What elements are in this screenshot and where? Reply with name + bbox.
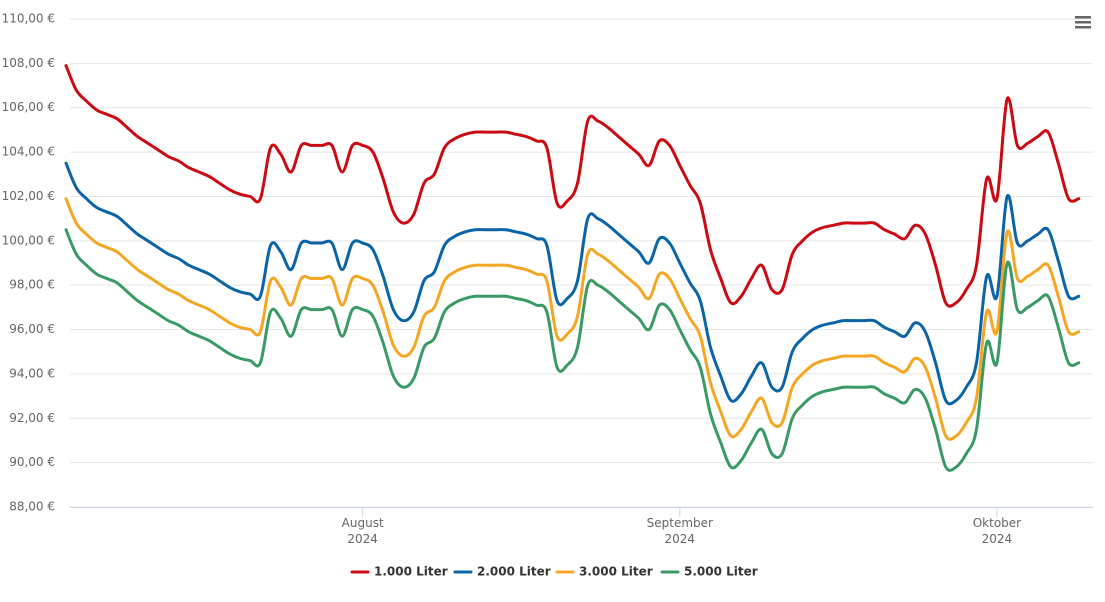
x-tick-label: September 2024 bbox=[646, 516, 713, 546]
y-tick-label: 108,00 € bbox=[2, 56, 55, 70]
series-line bbox=[64, 228, 1081, 472]
series-line bbox=[64, 64, 1081, 308]
series-line bbox=[64, 161, 1081, 406]
legend-label: 3.000 Liter bbox=[579, 565, 653, 579]
menu-icon[interactable] bbox=[1075, 16, 1091, 29]
y-tick-label: 94,00 € bbox=[9, 366, 55, 380]
y-tick-label: 106,00 € bbox=[2, 100, 55, 114]
legend-item[interactable]: 2.000 Liter bbox=[453, 565, 551, 579]
y-tick-label: 102,00 € bbox=[2, 189, 55, 203]
y-tick-label: 96,00 € bbox=[9, 322, 55, 336]
y-tick-label: 92,00 € bbox=[9, 411, 55, 425]
y-tick-label: 100,00 € bbox=[2, 233, 55, 247]
y-tick-label: 90,00 € bbox=[9, 455, 55, 469]
y-tick-label: 110,00 € bbox=[2, 12, 55, 26]
x-tick-label: Oktober 2024 bbox=[972, 516, 1022, 546]
y-tick-label: 98,00 € bbox=[9, 278, 55, 292]
menu-bar bbox=[1075, 16, 1091, 19]
legend-item[interactable]: 3.000 Liter bbox=[555, 565, 653, 579]
menu-bar bbox=[1075, 21, 1091, 24]
legend-label: 1.000 Liter bbox=[374, 565, 448, 579]
y-tick-label: 104,00 € bbox=[2, 145, 55, 159]
legend-item[interactable]: 1.000 Liter bbox=[350, 565, 448, 579]
series-line bbox=[64, 197, 1081, 441]
y-tick-label: 88,00 € bbox=[9, 500, 55, 514]
x-tick-label: August 2024 bbox=[341, 516, 384, 546]
legend-label: 5.000 Liter bbox=[684, 565, 758, 579]
legend-label: 2.000 Liter bbox=[477, 565, 551, 579]
legend-item[interactable]: 5.000 Liter bbox=[660, 565, 758, 579]
menu-bar bbox=[1075, 26, 1091, 29]
